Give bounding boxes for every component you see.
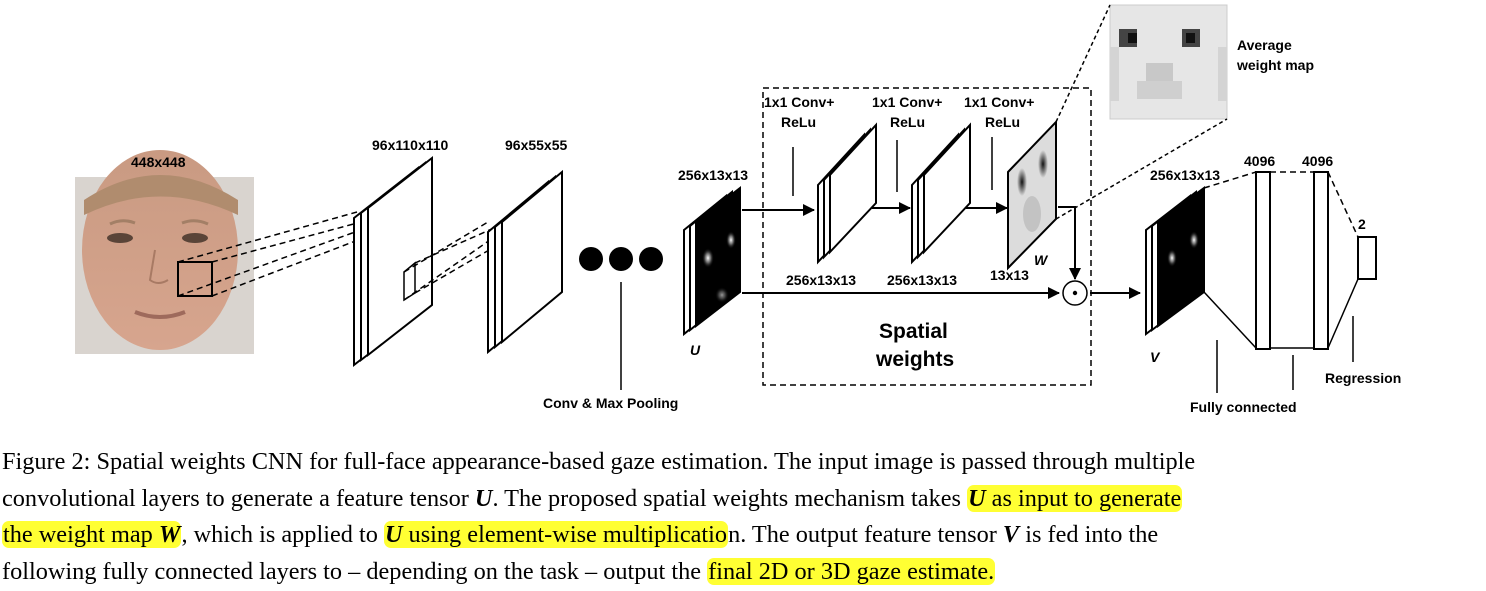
conv1-size-label: 96x110x110 <box>372 137 449 153</box>
spatial-weights-label-1: Spatial <box>879 320 948 343</box>
v-size-label: 256x13x13 <box>1150 167 1220 183</box>
multiply-operator <box>1062 280 1088 306</box>
average-weight-map-image <box>1109 4 1228 120</box>
conv1x1-stack-2 <box>911 122 971 265</box>
conv1x1-stack-1 <box>817 122 877 265</box>
spatial-weights-box <box>762 87 1092 386</box>
avg-weight-label-1: Average <box>1237 37 1292 53</box>
w-label: W <box>1034 252 1049 268</box>
fc2-to-output-connectors <box>1327 171 1359 349</box>
u-label: U <box>690 342 701 358</box>
conv-label-2b: ReLu <box>890 114 925 130</box>
pool1-feature-maps <box>487 169 563 355</box>
caption-line-4: following fully connected layers to – de… <box>2 557 996 585</box>
v-to-fc-connector-solid <box>1203 291 1257 349</box>
inset-connectors <box>1055 4 1228 220</box>
symbol-u: U <box>474 484 493 512</box>
regression-label: Regression <box>1325 370 1401 386</box>
pool1-size-label: 96x55x55 <box>505 137 568 153</box>
input-size-label: 448x448 <box>131 154 186 170</box>
v-to-fc-connectors <box>1203 171 1257 189</box>
sw-out-1-label: 256x13x13 <box>786 272 856 288</box>
w-weight-map <box>1007 119 1057 271</box>
conv-label-1b: ReLu <box>781 114 816 130</box>
output-layer <box>1357 236 1377 280</box>
spatial-weights-label-2: weights <box>875 348 954 371</box>
w-size-label: 13x13 <box>990 267 1029 283</box>
fc1-to-fc2-connectors <box>1270 171 1314 349</box>
input-face-image <box>75 150 254 354</box>
figure-caption: Figure 2: Spatial weights CNN for full-f… <box>2 444 1486 590</box>
fc1-size-label: 4096 <box>1244 153 1275 169</box>
conv1-feature-maps <box>353 155 433 368</box>
conv-label-3b: ReLu <box>985 114 1020 130</box>
highlight-3: final 2D or 3D gaze estimate. <box>707 557 996 585</box>
caption-line-1: Figure 2: Spatial weights CNN for full-f… <box>2 448 1196 475</box>
ellipsis-dots <box>579 247 663 271</box>
projection-lines-2 <box>403 221 497 301</box>
u-tensor <box>683 185 741 337</box>
conv-label-1a: 1x1 Conv+ <box>764 94 834 110</box>
fc2-size-label: 4096 <box>1302 153 1333 169</box>
conv-label-2a: 1x1 Conv+ <box>872 94 942 110</box>
highlight-2: U using element-wise multiplicatio <box>383 521 729 548</box>
output-size-label: 2 <box>1358 216 1366 232</box>
u-size-label: 256x13x13 <box>678 167 748 183</box>
highlight-1b: the weight map W <box>2 521 182 548</box>
caption-line-2: convolutional layers to generate a featu… <box>2 484 1183 512</box>
cnn-architecture-diagram: 448x448 96x110x110 96x55x55 Conv & Max P… <box>75 4 1401 415</box>
highlight-1: U as input to generate <box>967 484 1183 512</box>
v-tensor <box>1145 186 1205 337</box>
fc2-layer <box>1313 171 1329 350</box>
conv-label-3a: 1x1 Conv+ <box>964 94 1034 110</box>
fc1-layer <box>1255 171 1271 350</box>
sw-out-2-label: 256x13x13 <box>887 272 957 288</box>
fully-connected-label: Fully connected <box>1190 399 1297 415</box>
projection-lines-1 <box>177 211 362 297</box>
symbol-v: V <box>1002 521 1020 548</box>
avg-weight-label-2: weight map <box>1236 57 1314 73</box>
v-label: V <box>1150 349 1161 365</box>
w-to-multiply-arrow <box>1058 206 1081 280</box>
caption-line-3: the weight map W, which is applied to U … <box>2 521 1159 548</box>
conv-pool-label: Conv & Max Pooling <box>543 395 678 411</box>
